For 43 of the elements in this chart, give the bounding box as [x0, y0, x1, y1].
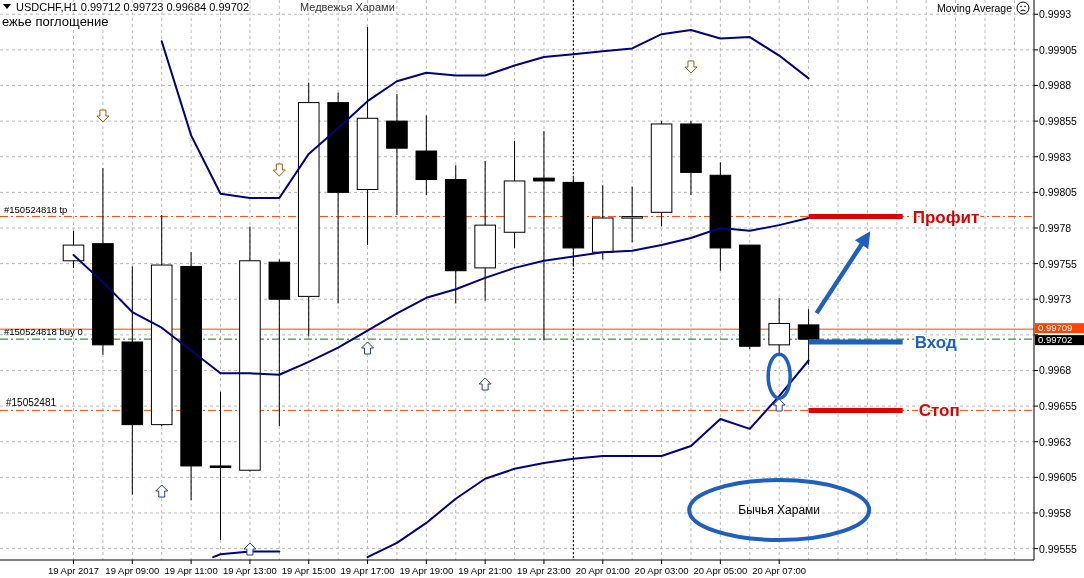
x-tick-label: 19 Apr 17:00: [340, 565, 395, 576]
candlestick: [209, 391, 232, 541]
candlestick: [797, 308, 820, 366]
line-series: [160, 28, 810, 200]
y-tick-label: 0.99605: [1039, 471, 1078, 484]
y-tick-label: 0.9958: [1039, 506, 1072, 519]
y-tick-label: 0.9993: [1039, 8, 1072, 21]
annotation: #15052481: [6, 397, 57, 409]
candlestick: [62, 230, 85, 269]
ref-line-label: #150524818 tp: [4, 203, 68, 215]
y-tick-label: 0.9963: [1039, 435, 1072, 448]
y-tick-label: 0.99855: [1039, 115, 1078, 128]
x-tick-label: 19 Apr 13:00: [222, 565, 277, 576]
y-tick-label: 0.99805: [1039, 186, 1078, 199]
y-tick-label: 0.9978: [1039, 221, 1072, 234]
x-tick-label: 19 Apr 11:00: [164, 565, 218, 576]
y-tick-label: 0.99655: [1039, 400, 1078, 413]
x-tick-label: 19 Apr 19:00: [399, 565, 454, 576]
annotation: Бычья Харами: [738, 503, 821, 517]
x-tick-label: 19 Apr 21:00: [458, 565, 513, 576]
text: 0.99702: [1038, 334, 1073, 346]
chart-title: USDCHF,H1 0.99712 0.99723 0.99684 0.99702: [16, 1, 250, 13]
ref-line-label: 0.99709: [1038, 322, 1073, 334]
x-tick-label: 19 Apr 2017: [47, 565, 100, 576]
x-tick-label: 20 Apr 03:00: [634, 565, 689, 576]
annotation: ежье поглощение: [2, 14, 109, 29]
x-tick-label: 20 Apr 07:00: [752, 565, 807, 576]
y-tick-label: 0.9983: [1039, 150, 1072, 163]
y-tick-label: 0.99905: [1039, 43, 1078, 56]
candlestick: [621, 186, 643, 243]
x-tick-label: 19 Apr 23:00: [517, 565, 571, 576]
y-tick-label: 0.9973: [1039, 293, 1072, 306]
y-tick-label: 0.99555: [1039, 542, 1078, 555]
x-tick-label: 19 Apr 09:00: [105, 565, 160, 576]
y-tick-label: 0.9988: [1039, 79, 1072, 92]
x-tick-label: 20 Apr 01:00: [575, 565, 630, 576]
y-tick-label: 0.9968: [1039, 364, 1072, 377]
x-tick-label: 19 Apr 15:00: [281, 565, 336, 576]
x-tick-label: 20 Apr 05:00: [693, 565, 748, 576]
annotation: Медвежья Харами: [300, 1, 395, 13]
annotation: Стоп: [918, 401, 960, 421]
annotation: Moving Average: [936, 2, 1013, 14]
y-tick-label: 0.99755: [1039, 257, 1078, 270]
